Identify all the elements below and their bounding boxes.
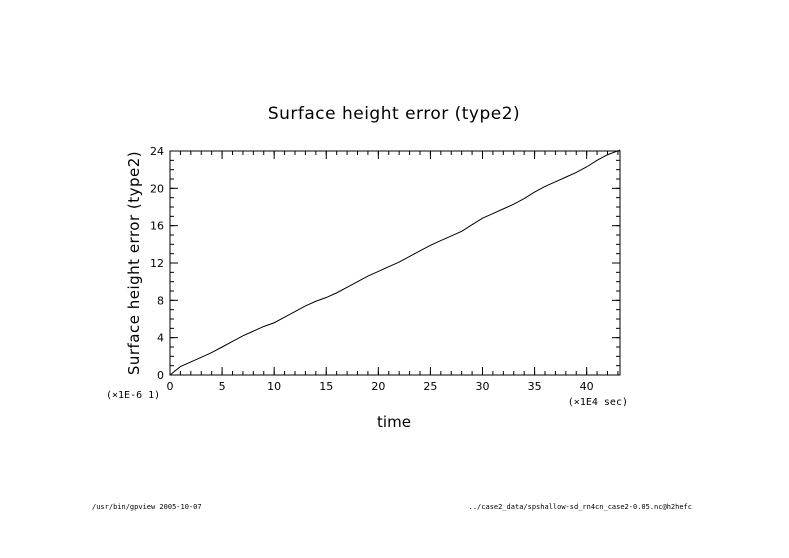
x-tick-label: 10 — [267, 380, 281, 393]
series-line — [169, 149, 621, 376]
y-tick-label: 12 — [150, 257, 164, 270]
y-tick-label: 16 — [150, 220, 164, 233]
footer-left: /usr/bin/gpview 2005-10-07 — [92, 503, 202, 511]
plot-frame — [169, 150, 621, 376]
x-tick-label: 0 — [167, 380, 174, 393]
x-axis-label: time — [377, 413, 411, 431]
x-tick-label: 40 — [580, 380, 594, 393]
y-tick-label: 20 — [150, 182, 164, 195]
tick-labels: 0 5 10 15 20 25 30 35 40 0 4 8 12 16 20 24 — [150, 145, 594, 393]
y-tick-label: 4 — [157, 332, 164, 345]
x-tick-label: 15 — [319, 380, 333, 393]
y-axis-label-group: Surface height error (type2) — [125, 151, 143, 375]
x-tick-label: 35 — [528, 380, 542, 393]
y-tick-label: 0 — [157, 369, 164, 382]
y-tick-label: 8 — [157, 294, 164, 307]
chart-title: Surface height error (type2) — [268, 104, 520, 124]
x-tick-label: 30 — [476, 380, 490, 393]
y-scale-label: (×1E-6 1) — [106, 390, 160, 401]
x-scale-label: (×1E4 sec) — [568, 397, 628, 408]
x-tick-label: 20 — [371, 380, 385, 393]
y-axis-label: Surface height error (type2) — [125, 151, 143, 375]
axis-ticks — [169, 150, 620, 376]
x-tick-label: 5 — [219, 380, 226, 393]
footer-right: ../case2_data/spshallow-sd_rn4cn_case2-0… — [469, 503, 692, 511]
y-tick-label: 24 — [150, 145, 164, 158]
x-tick-label: 25 — [423, 380, 437, 393]
